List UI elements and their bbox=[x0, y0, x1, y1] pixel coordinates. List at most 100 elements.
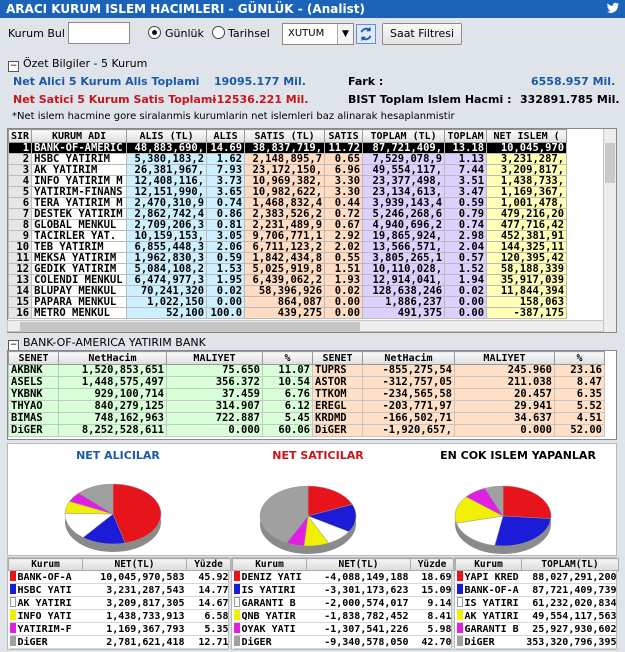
grid-cell[interactable]: 1,468,832,4 bbox=[244, 197, 326, 209]
table-row[interactable]: BANK-OF-A 87,721,409,739 bbox=[455, 583, 619, 597]
detail-cell[interactable]: 6.76 bbox=[262, 388, 313, 401]
grid-cell[interactable]: 19,865,924, bbox=[362, 230, 446, 242]
detail-cell[interactable]: THYAO bbox=[8, 400, 59, 413]
grid-cell[interactable]: 58,396,926 bbox=[244, 285, 326, 297]
grid-cell[interactable]: 2,709,206,3 bbox=[126, 219, 208, 231]
table-row[interactable]: 3 AK YATIRIM 26,381,967, 7.93 23,172,150, 6.9… bbox=[8, 164, 568, 176]
legend-swatch[interactable] bbox=[233, 610, 240, 620]
table-row[interactable]: 8 GLOBAL MENKUL 2,709,206,3 0.81 2,231,489,9… bbox=[8, 219, 568, 231]
grid-cell[interactable]: 2.98 bbox=[444, 230, 488, 242]
grid-cell[interactable]: 479,216,20 bbox=[486, 208, 568, 220]
grid-cell[interactable]: DESTEK YATIRIM bbox=[31, 208, 128, 220]
table-row[interactable]: 16 METRO MENKUL 52,100 100.0 439,275 0.00 491,… bbox=[8, 307, 568, 319]
detail-cell[interactable]: 52.00 bbox=[554, 424, 605, 437]
table-cell[interactable]: 5.98 bbox=[410, 622, 454, 636]
detail-cell[interactable]: 0.000 bbox=[454, 424, 555, 437]
grid-cell[interactable]: 16 bbox=[8, 307, 33, 319]
legend-swatch[interactable] bbox=[233, 597, 240, 607]
legend-swatch[interactable] bbox=[233, 623, 240, 633]
detail-col-header[interactable]: SENET bbox=[312, 351, 363, 365]
detail-cell[interactable]: 4.51 bbox=[554, 412, 605, 425]
detail-cell[interactable]: 314.907 bbox=[166, 400, 263, 413]
grid-cell[interactable]: 10,110,028, bbox=[362, 263, 446, 275]
grid-cell[interactable]: 58,188,339 bbox=[486, 263, 568, 275]
detail-col-header[interactable]: NetHacim bbox=[58, 351, 167, 365]
grid-cell[interactable]: 864,087 bbox=[244, 296, 326, 308]
detail-row[interactable]: YKBNK 929,100,714 37.459 6.76 TTKOM -234,565,… bbox=[8, 388, 605, 401]
saat-filtresi-button[interactable]: Saat Filtresi bbox=[382, 23, 462, 45]
table-cell[interactable]: YAPI KRED bbox=[455, 570, 522, 584]
grid-cell[interactable]: BLUPAY MENKUL bbox=[31, 285, 128, 297]
detail-cell[interactable]: 211.038 bbox=[454, 376, 555, 389]
table-row[interactable]: YATIRIM-F 1,169,367,793 5.35 bbox=[8, 622, 231, 636]
legend-swatch[interactable] bbox=[9, 584, 16, 594]
grid-cell[interactable]: 3.47 bbox=[444, 186, 488, 198]
grid-cell[interactable]: 0.79 bbox=[444, 208, 488, 220]
table-col-header[interactable]: Yüzde bbox=[186, 558, 231, 571]
table-cell[interactable]: 61,232,020,834 bbox=[521, 596, 619, 610]
grid-cell[interactable]: 2,148,895,7 bbox=[244, 153, 326, 165]
grid-col-header[interactable]: TOPLAM bbox=[444, 129, 488, 143]
detail-cell[interactable]: DiGER bbox=[312, 424, 363, 437]
grid-cell[interactable]: PAPARA MENKUL bbox=[31, 296, 128, 308]
detail-cell[interactable]: -203,771,97 bbox=[362, 400, 455, 413]
grid-cell[interactable]: 5,246,268,6 bbox=[362, 208, 446, 220]
grid-cell[interactable]: 9,706,771,1 bbox=[244, 230, 326, 242]
table-cell[interactable]: INFO YATI bbox=[8, 609, 83, 623]
detail-cell[interactable]: 34.637 bbox=[454, 412, 555, 425]
grid-cell[interactable]: 452,381,91 bbox=[486, 230, 568, 242]
grid-cell[interactable]: 158,063 bbox=[486, 296, 568, 308]
grid-cell[interactable]: 10,969,382, bbox=[244, 175, 326, 187]
table-cell[interactable]: 14.67 bbox=[186, 596, 231, 610]
grid-cell[interactable]: 1.93 bbox=[324, 274, 364, 286]
legend-swatch[interactable] bbox=[456, 636, 463, 646]
grid-cell[interactable]: 1.53 bbox=[206, 263, 246, 275]
grid-cell[interactable]: 1.52 bbox=[444, 263, 488, 275]
grid-cell[interactable]: 3.51 bbox=[444, 175, 488, 187]
grid-cell[interactable]: 2,862,742,4 bbox=[126, 208, 208, 220]
table-cell[interactable]: 14.77 bbox=[186, 583, 231, 597]
grid-cell[interactable]: TERA YATIRIM M bbox=[31, 197, 128, 209]
grid-col-header[interactable]: SATIS (TL) bbox=[244, 129, 326, 143]
legend-swatch[interactable] bbox=[456, 584, 463, 594]
tarihsel-radio[interactable] bbox=[212, 26, 225, 39]
table-row[interactable]: DiGER 353,320,796,395 bbox=[455, 635, 619, 649]
table-row[interactable]: 15 PAPARA MENKUL 1,022,150 0.00 864,087 0.00 1… bbox=[8, 296, 568, 308]
grid-cell[interactable]: 0.81 bbox=[206, 219, 246, 231]
detail-cell[interactable]: 245.960 bbox=[454, 364, 555, 377]
grid-cell[interactable]: 7.44 bbox=[444, 164, 488, 176]
grid-cell[interactable]: 6,711,123,2 bbox=[244, 241, 326, 253]
grid-cell[interactable]: 6 bbox=[8, 197, 33, 209]
table-cell[interactable]: -2,000,574,017 bbox=[306, 596, 411, 610]
grid-cell[interactable]: YATIRIM-FINANS bbox=[31, 186, 128, 198]
grid-col-header[interactable]: ALIS (TL) bbox=[126, 129, 208, 143]
grid-cell[interactable]: 23,172,150, bbox=[244, 164, 326, 176]
table-cell[interactable]: DiGER bbox=[8, 635, 83, 649]
table-row[interactable]: 1 BANK-OF-AMERIC 48,883,690, 14.69 38,837,71… bbox=[8, 142, 568, 154]
table-row[interactable]: IS YATIRI 61,232,020,834 bbox=[455, 596, 619, 610]
legend-swatch[interactable] bbox=[9, 610, 16, 620]
table-cell[interactable]: IS YATIRI bbox=[232, 583, 307, 597]
table-cell[interactable]: DENIZ YATI bbox=[232, 570, 307, 584]
grid-cell[interactable]: 1,022,150 bbox=[126, 296, 208, 308]
grid-cell[interactable]: 6.96 bbox=[324, 164, 364, 176]
grid-cell[interactable]: 13.18 bbox=[444, 142, 488, 154]
detail-col-header[interactable]: SENET bbox=[8, 351, 59, 365]
legend-swatch[interactable] bbox=[9, 636, 16, 646]
detail-cell[interactable]: EREGL bbox=[312, 400, 363, 413]
table-cell[interactable]: IS YATIRI bbox=[455, 596, 522, 610]
detail-cell[interactable]: 8,252,528,611 bbox=[58, 424, 167, 437]
grid-cell[interactable]: 2 bbox=[8, 153, 33, 165]
scrollbar-thumb[interactable] bbox=[605, 143, 615, 183]
table-row[interactable]: QNB YATIR -1,838,782,452 8.41 bbox=[232, 609, 454, 623]
table-cell[interactable]: DiGER bbox=[232, 635, 307, 649]
grid-cell[interactable]: 3 bbox=[8, 164, 33, 176]
grid-cell[interactable]: 0.02 bbox=[324, 285, 364, 297]
legend-swatch[interactable] bbox=[456, 610, 463, 620]
grid-cell[interactable]: GLOBAL MENKUL bbox=[31, 219, 128, 231]
table-cell[interactable]: 15.09 bbox=[410, 583, 454, 597]
index-select[interactable]: XUTUM ▼ bbox=[282, 23, 354, 45]
grid-cell[interactable]: 13,566,571, bbox=[362, 241, 446, 253]
grid-cell[interactable]: 48,883,690, bbox=[126, 142, 208, 154]
legend-swatch[interactable] bbox=[456, 623, 463, 633]
